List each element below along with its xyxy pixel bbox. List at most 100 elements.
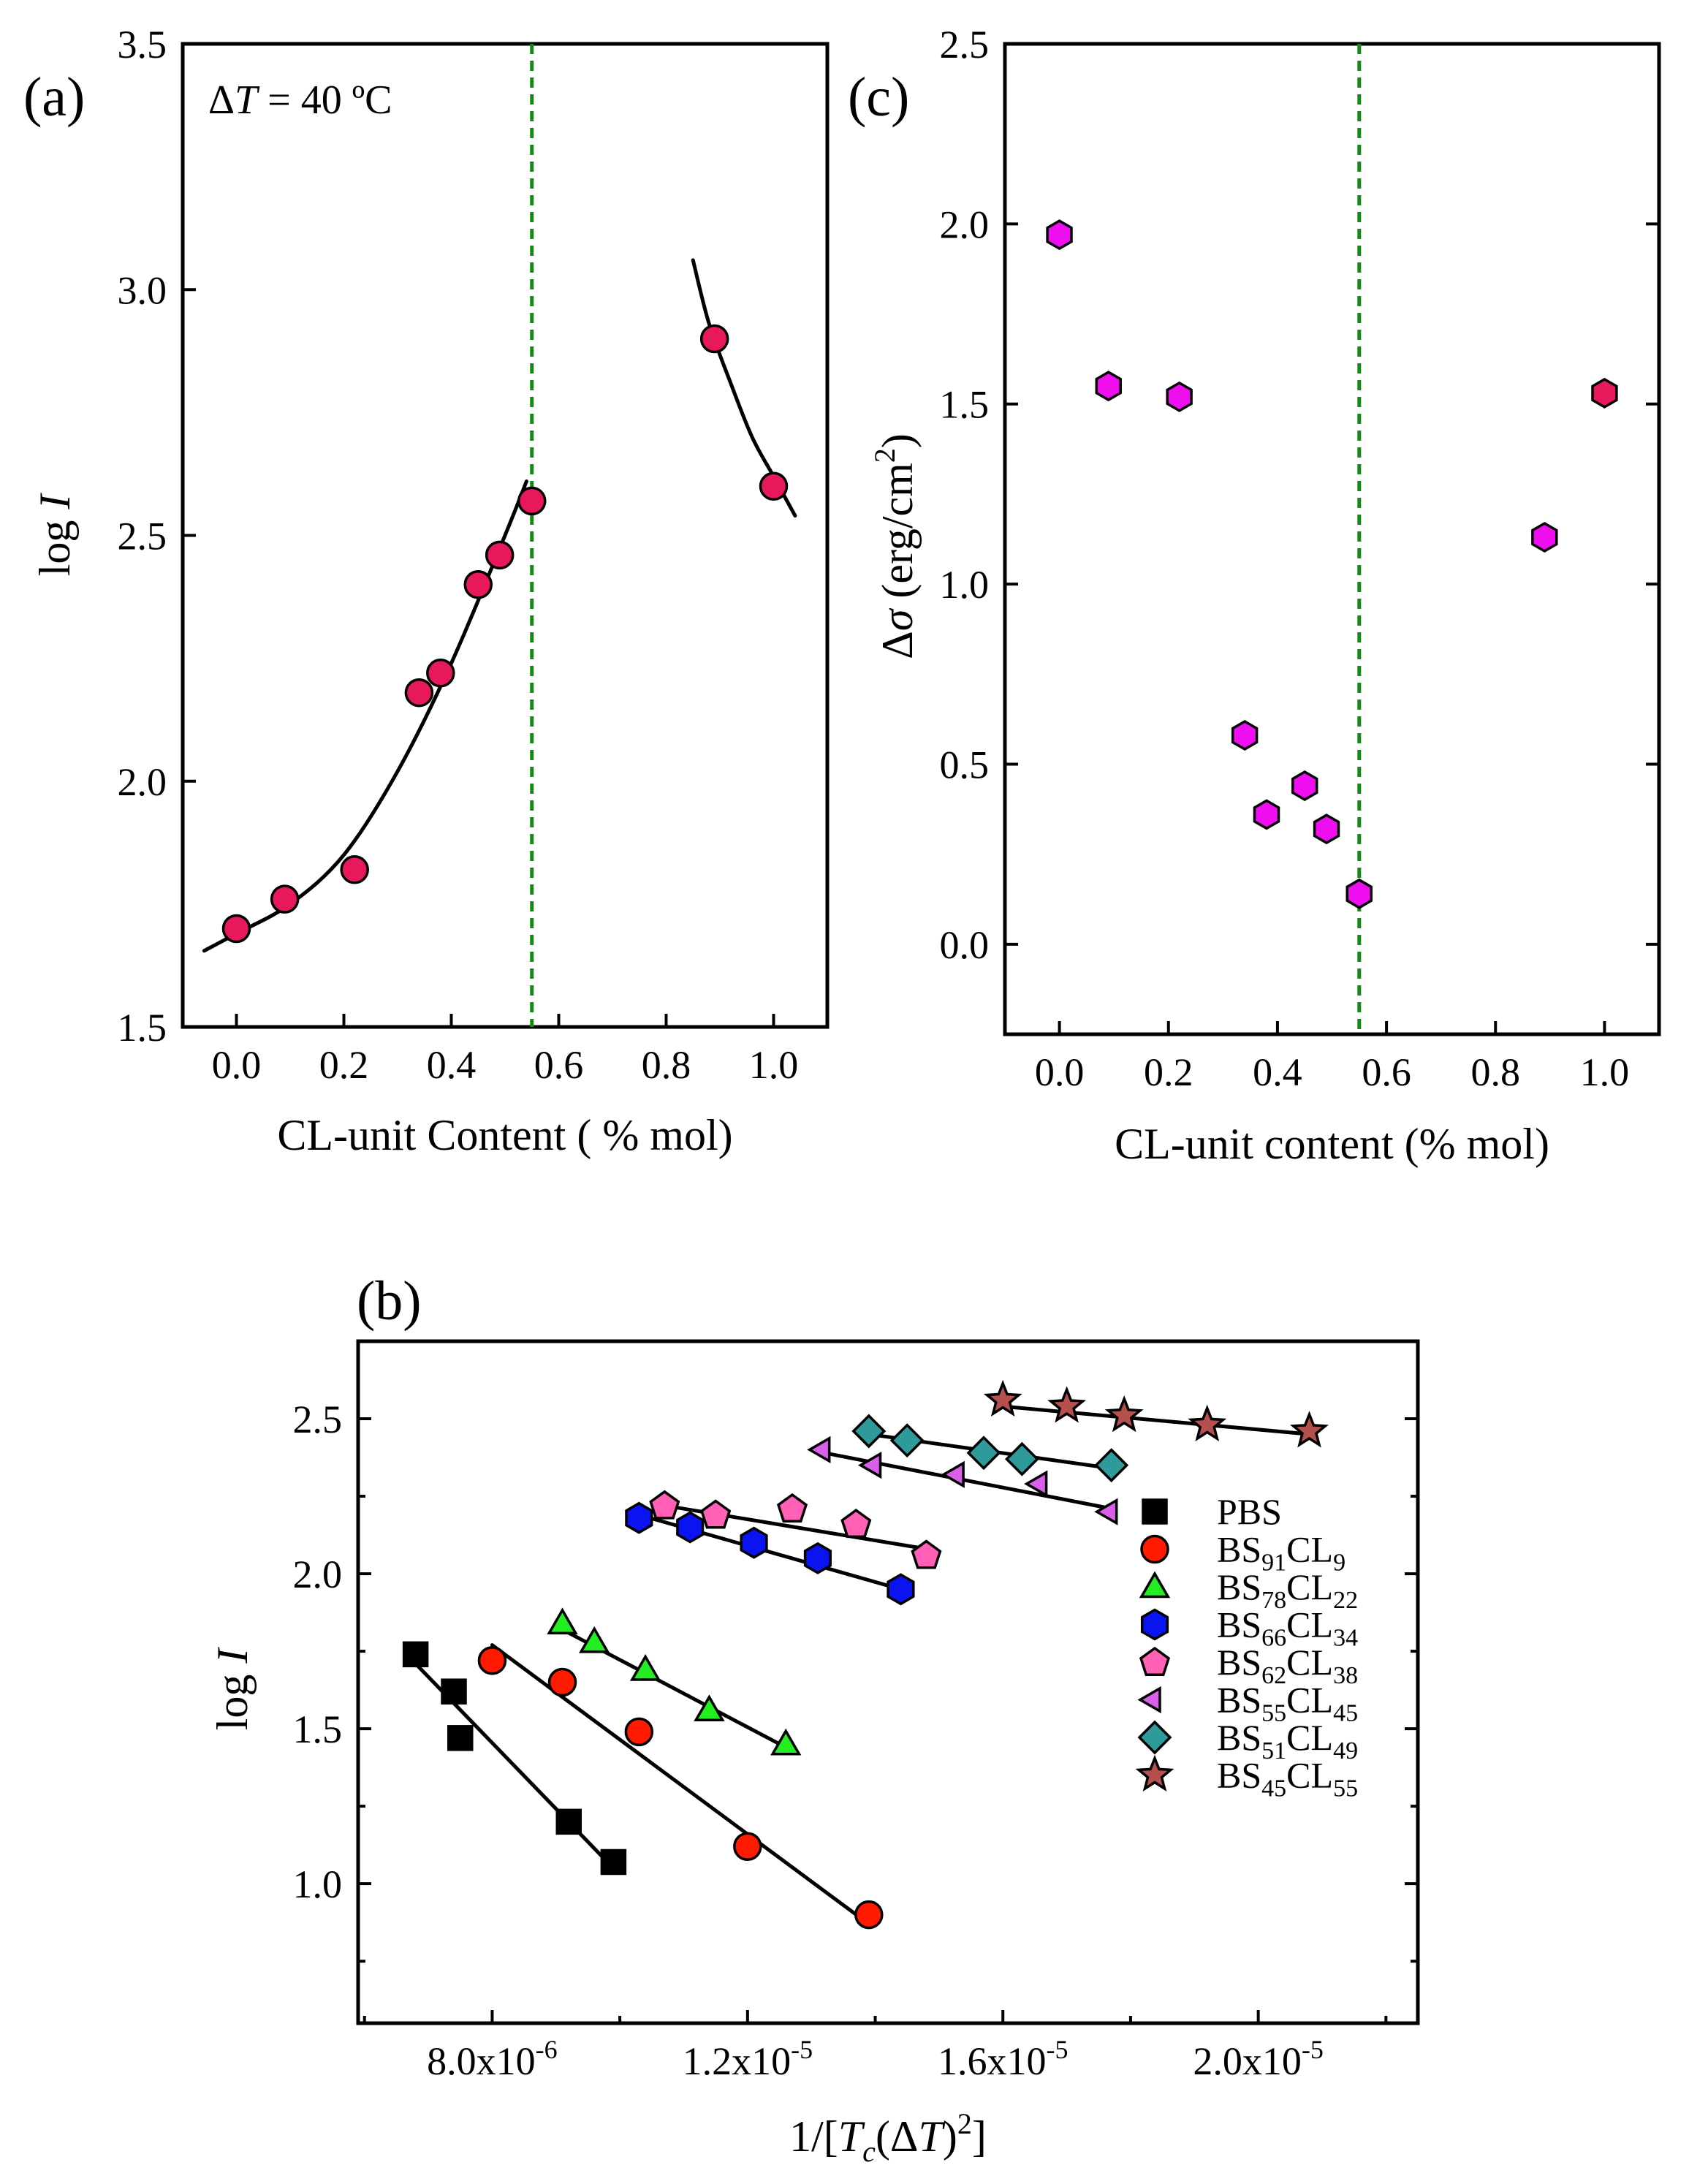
y-axis-label: Δσ (erg/cm2) xyxy=(868,433,922,659)
data-point xyxy=(854,1900,884,1930)
legend-label: BS62CL38 xyxy=(1217,1642,1358,1689)
data-point xyxy=(676,1511,705,1544)
data-point xyxy=(1095,371,1122,402)
data-point xyxy=(1094,1448,1129,1483)
data-point xyxy=(477,1646,507,1675)
data-point xyxy=(887,1573,915,1606)
data-point xyxy=(694,1694,725,1721)
data-point xyxy=(851,1414,887,1449)
data-point xyxy=(733,1832,762,1862)
x-tick-label: 0.2 xyxy=(319,1043,369,1087)
series-BS45CL55 xyxy=(983,1379,1329,1448)
legend-marker xyxy=(1137,1720,1172,1755)
legend-marker xyxy=(1142,1498,1168,1525)
x-axis-label: CL-unit Content ( % mol) xyxy=(277,1111,732,1159)
series-BS62CL38 xyxy=(649,1490,942,1569)
data-point xyxy=(447,1725,474,1751)
data-point xyxy=(840,1509,872,1539)
x-axis-label: CL-unit content (% mol) xyxy=(1115,1120,1549,1168)
data-point xyxy=(517,486,547,516)
data-point xyxy=(803,1542,832,1574)
fit-curve xyxy=(202,479,528,953)
panel-label: (b) xyxy=(357,1270,422,1332)
x-tick-label: 0.0 xyxy=(212,1043,262,1087)
x-tick-label: 1.2x10-5 xyxy=(683,2035,813,2083)
legend-label: PBS xyxy=(1217,1491,1282,1532)
x-tick-label: 0.6 xyxy=(1362,1050,1411,1094)
y-tick-label: 1.5 xyxy=(293,1707,343,1751)
legend-label: BS45CL55 xyxy=(1217,1755,1358,1802)
series-BS66CL34 xyxy=(625,1501,915,1606)
y-tick-label: 2.5 xyxy=(293,1398,343,1441)
data-point xyxy=(770,1728,802,1756)
chart-panel-a: 0.0 0.2 0.4 0.6 0.8 1.0 1.5 2.0 2.5 3.0 3.5 ΔT = 40… xyxy=(23,23,830,1159)
data-point xyxy=(221,914,251,944)
y-tick-label: 2.5 xyxy=(940,23,990,67)
data-point xyxy=(1291,770,1318,802)
data-point xyxy=(270,884,300,914)
plot-frame xyxy=(1003,42,1661,1036)
legend-marker xyxy=(1135,1754,1174,1791)
data-point xyxy=(624,1717,654,1747)
x-tick-label: 0.2 xyxy=(1144,1050,1193,1094)
data-point xyxy=(555,1808,582,1835)
data-point xyxy=(1313,814,1340,845)
legend-marker xyxy=(1137,1686,1161,1714)
data-point xyxy=(699,324,729,354)
legend-marker xyxy=(1139,1571,1171,1599)
y-tick-label: 2.0 xyxy=(118,760,167,804)
legend-marker xyxy=(1140,1608,1169,1641)
data-point xyxy=(1104,1395,1144,1433)
legend-marker xyxy=(1140,1534,1169,1564)
data-point xyxy=(1004,1441,1039,1476)
data-point xyxy=(600,1849,627,1876)
legend: PBSBS91CL9BS78CL22BS66CL34BS62CL38BS55CL… xyxy=(1135,1491,1358,1802)
data-point xyxy=(911,1539,942,1569)
legend-label: BS51CL49 xyxy=(1217,1717,1358,1764)
fit-line xyxy=(490,1643,871,1926)
data-point xyxy=(649,1490,680,1520)
data-point xyxy=(1531,521,1558,553)
y-tick-label: 3.5 xyxy=(118,23,167,67)
x-tick-label: 0.4 xyxy=(1253,1050,1302,1094)
chart-panel-c: 0.0 0.2 0.4 0.6 0.8 1.0 0.0 0.5 1.0 1.5 2.0 2.5 (c) C… xyxy=(848,23,1661,1168)
data-point xyxy=(1345,878,1373,909)
data-point xyxy=(1046,219,1073,251)
data-point xyxy=(1591,377,1618,409)
y-axis-label: log I xyxy=(208,1647,257,1731)
data-point xyxy=(463,570,493,599)
data-point xyxy=(740,1526,768,1559)
series-PBS xyxy=(402,1641,627,1876)
data-point xyxy=(426,659,455,688)
data-point xyxy=(700,1499,732,1529)
legend-marker xyxy=(1139,1646,1171,1676)
data-point xyxy=(759,471,789,501)
x-tick-label: 0.4 xyxy=(427,1043,477,1087)
y-tick-label: 0.5 xyxy=(940,743,990,786)
x-tick-label: 1.0 xyxy=(749,1043,799,1087)
y-tick-label: 1.0 xyxy=(940,563,990,607)
data-point xyxy=(402,1641,429,1668)
data-point xyxy=(625,1501,653,1534)
data-point xyxy=(547,1607,578,1635)
panel-label: (a) xyxy=(23,67,85,128)
data-point xyxy=(776,1493,808,1523)
fit-line xyxy=(1001,1404,1311,1436)
y-tick-label: 1.5 xyxy=(118,1006,167,1050)
legend-label: BS91CL9 xyxy=(1217,1529,1345,1577)
x-tick-label: 0.8 xyxy=(642,1043,691,1087)
legend-label: BS55CL45 xyxy=(1217,1680,1358,1727)
data-point xyxy=(1253,799,1280,830)
legend-label: BS78CL22 xyxy=(1217,1566,1358,1614)
y-tick-label: 2.5 xyxy=(118,515,167,558)
x-tick-label: 0.0 xyxy=(1035,1050,1085,1094)
x-tick-label: 0.8 xyxy=(1471,1050,1521,1094)
series-BS78CL22 xyxy=(547,1607,802,1756)
panel-label: (c) xyxy=(848,67,909,128)
y-tick-label: 1.0 xyxy=(293,1862,343,1906)
y-tick-label: 2.0 xyxy=(940,202,990,246)
chart-panel-b: 8.0x10-6 1.2x10-5 1.6x10-5 2.0x10-5 1.0 1.5 2.… xyxy=(208,1270,1420,2168)
x-axis-label: 1/[Tc(ΔT)2] xyxy=(789,2107,987,2168)
data-point xyxy=(340,855,369,884)
